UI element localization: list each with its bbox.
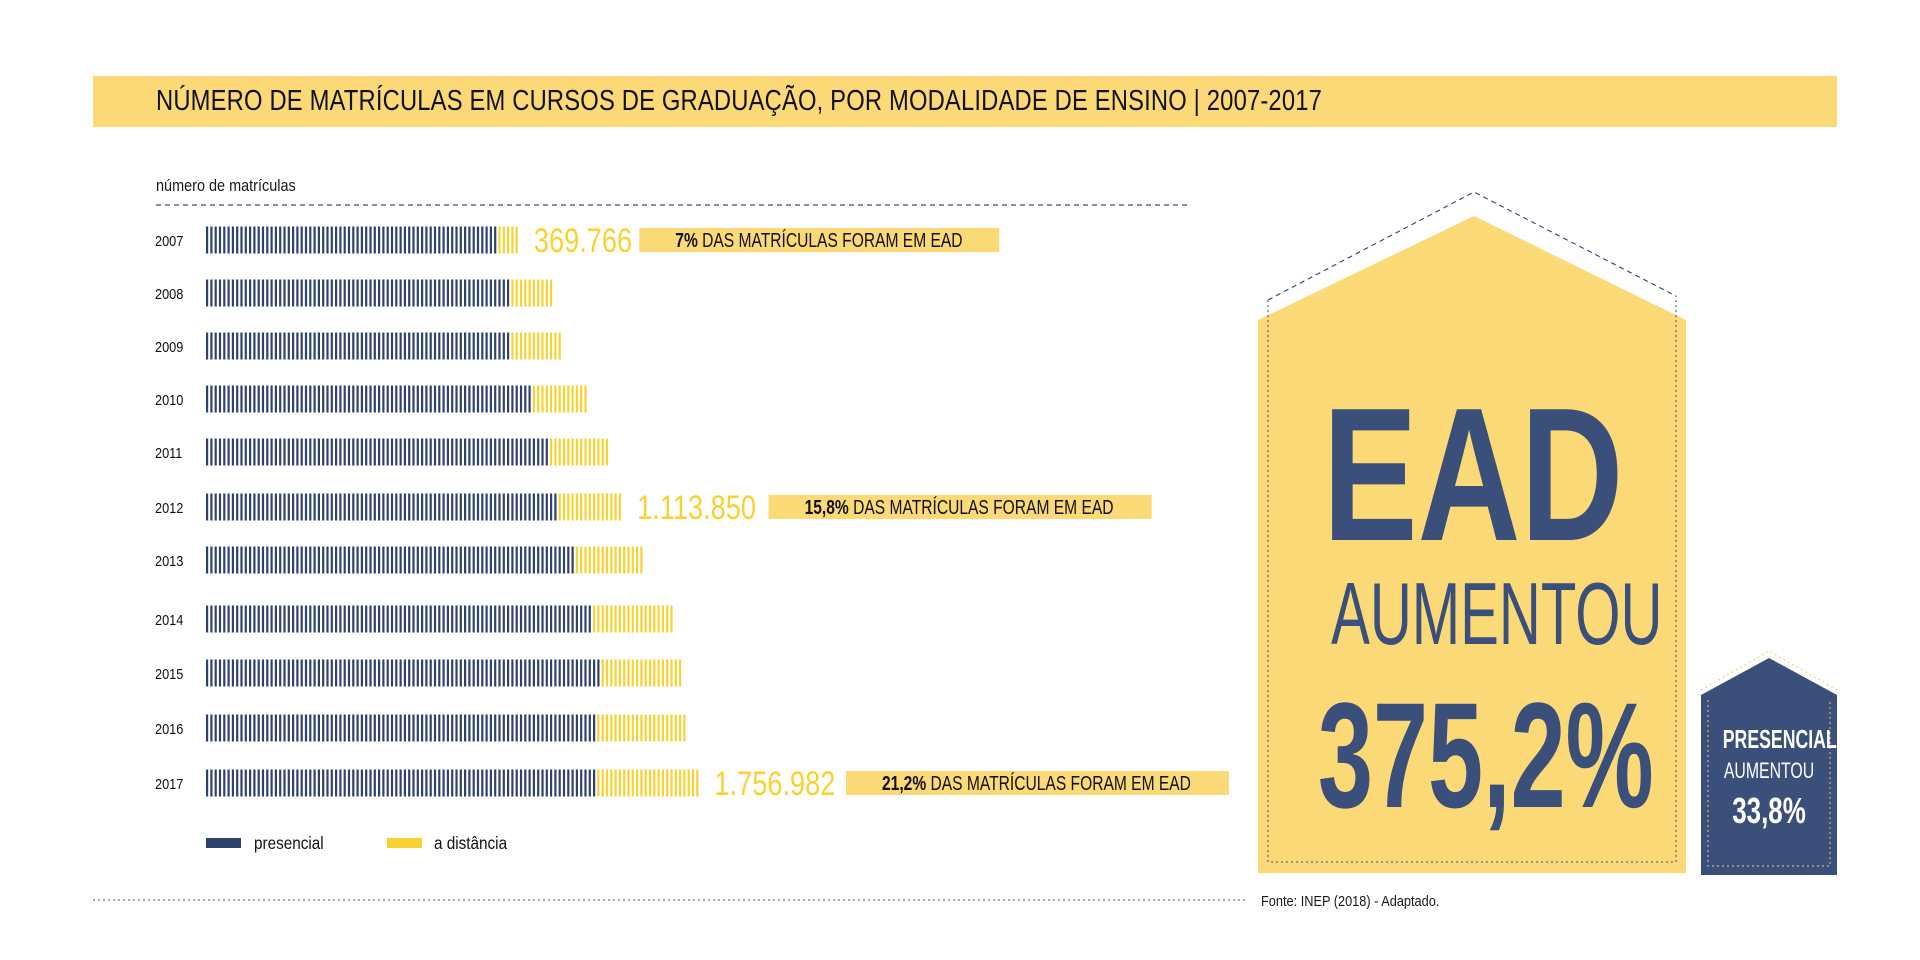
bar-presencial xyxy=(206,385,531,413)
annotation-note: DAS MATRÍCULAS FORAM EM EAD xyxy=(702,229,962,251)
y-tick-label: 2013 xyxy=(155,552,184,569)
annotation-percent: 21,2% xyxy=(882,772,931,794)
presencial-callout-subtitle: AUMENTOU xyxy=(1723,758,1815,783)
ead-callout-value: 375,2% xyxy=(1317,671,1654,839)
y-axis-label: número de matrículas xyxy=(156,176,296,195)
ead-callout-subtitle: AUMENTOU xyxy=(1331,564,1663,663)
ead-callout-dotted-frame xyxy=(1267,296,1677,863)
annotation-text: 7% DAS MATRÍCULAS FORAM EM EAD xyxy=(675,229,962,251)
annotation-box xyxy=(768,495,1152,519)
bar-distancia xyxy=(511,279,553,307)
y-tick-label: 2008 xyxy=(155,285,184,302)
bar-distancia xyxy=(575,546,643,574)
y-tick-label: 2015 xyxy=(155,665,184,682)
bar-distancia xyxy=(597,769,699,797)
title-band: NÚMERO DE MATRÍCULAS EM CURSOS DE GRADUA… xyxy=(93,76,1837,127)
annotation-percent: 7% xyxy=(675,229,702,251)
source-note: Fonte: INEP (2018) - Adaptado. xyxy=(1261,893,1440,910)
bar-presencial xyxy=(206,226,497,254)
bar-distancia xyxy=(498,226,518,254)
bar-distancia xyxy=(597,714,686,742)
annotation-box xyxy=(846,771,1230,795)
data-label-total: 1.113.850 xyxy=(637,488,756,527)
bar-presencial xyxy=(206,659,600,687)
y-tick-label: 2009 xyxy=(155,338,184,355)
y-tick-label: 2011 xyxy=(155,444,183,461)
y-tick-label: 2014 xyxy=(155,611,184,628)
annotation-text: 15,8% DAS MATRÍCULAS FORAM EM EAD xyxy=(805,496,1114,518)
bar-presencial xyxy=(206,438,548,466)
y-tick-label: 2010 xyxy=(155,391,184,408)
data-label-total: 1.756.982 xyxy=(715,764,836,803)
bar-presencial xyxy=(206,332,510,360)
bar-distancia xyxy=(558,493,621,521)
legend-label-presencial: presencial xyxy=(254,833,324,853)
legend-swatch-distancia xyxy=(387,838,422,848)
bar-distancia xyxy=(593,605,673,633)
bar-presencial xyxy=(206,279,510,307)
presencial-callout-outline xyxy=(1700,650,1838,691)
y-tick-label: 2017 xyxy=(155,775,184,792)
bar-distancia xyxy=(511,332,561,360)
bar-presencial xyxy=(206,605,591,633)
annotation-text: 21,2% DAS MATRÍCULAS FORAM EM EAD xyxy=(882,772,1191,794)
page-title: NÚMERO DE MATRÍCULAS EM CURSOS DE GRADUA… xyxy=(156,85,1322,117)
presencial-callout-value: 33,8% xyxy=(1732,790,1806,831)
bar-presencial xyxy=(206,493,557,521)
legend-label-distancia: a distância xyxy=(434,833,508,853)
bar-presencial xyxy=(206,546,574,574)
ead-callout-title: EAD xyxy=(1322,369,1624,581)
annotation-box xyxy=(639,228,1000,252)
presencial-callout-inner-outline xyxy=(1707,700,1831,867)
y-tick-label: 2016 xyxy=(155,720,184,737)
annotation-note: DAS MATRÍCULAS FORAM EM EAD xyxy=(931,772,1191,794)
presencial-callout-shape xyxy=(1701,658,1837,875)
data-label-total: 369.766 xyxy=(534,221,632,260)
ead-callout-shape xyxy=(1258,216,1686,873)
y-tick-label: 2007 xyxy=(155,232,184,249)
bar-distancia xyxy=(601,659,682,687)
legend-swatch-presencial xyxy=(206,838,241,848)
annotation-note: DAS MATRÍCULAS FORAM EM EAD xyxy=(853,496,1113,518)
y-tick-label: 2012 xyxy=(155,499,184,516)
bar-distancia xyxy=(550,438,609,466)
bar-presencial xyxy=(206,714,596,742)
bar-distancia xyxy=(532,385,587,413)
presencial-callout-title: PRESENCIAL xyxy=(1722,724,1837,754)
bar-presencial xyxy=(206,769,596,797)
annotation-percent: 15,8% xyxy=(805,496,854,518)
